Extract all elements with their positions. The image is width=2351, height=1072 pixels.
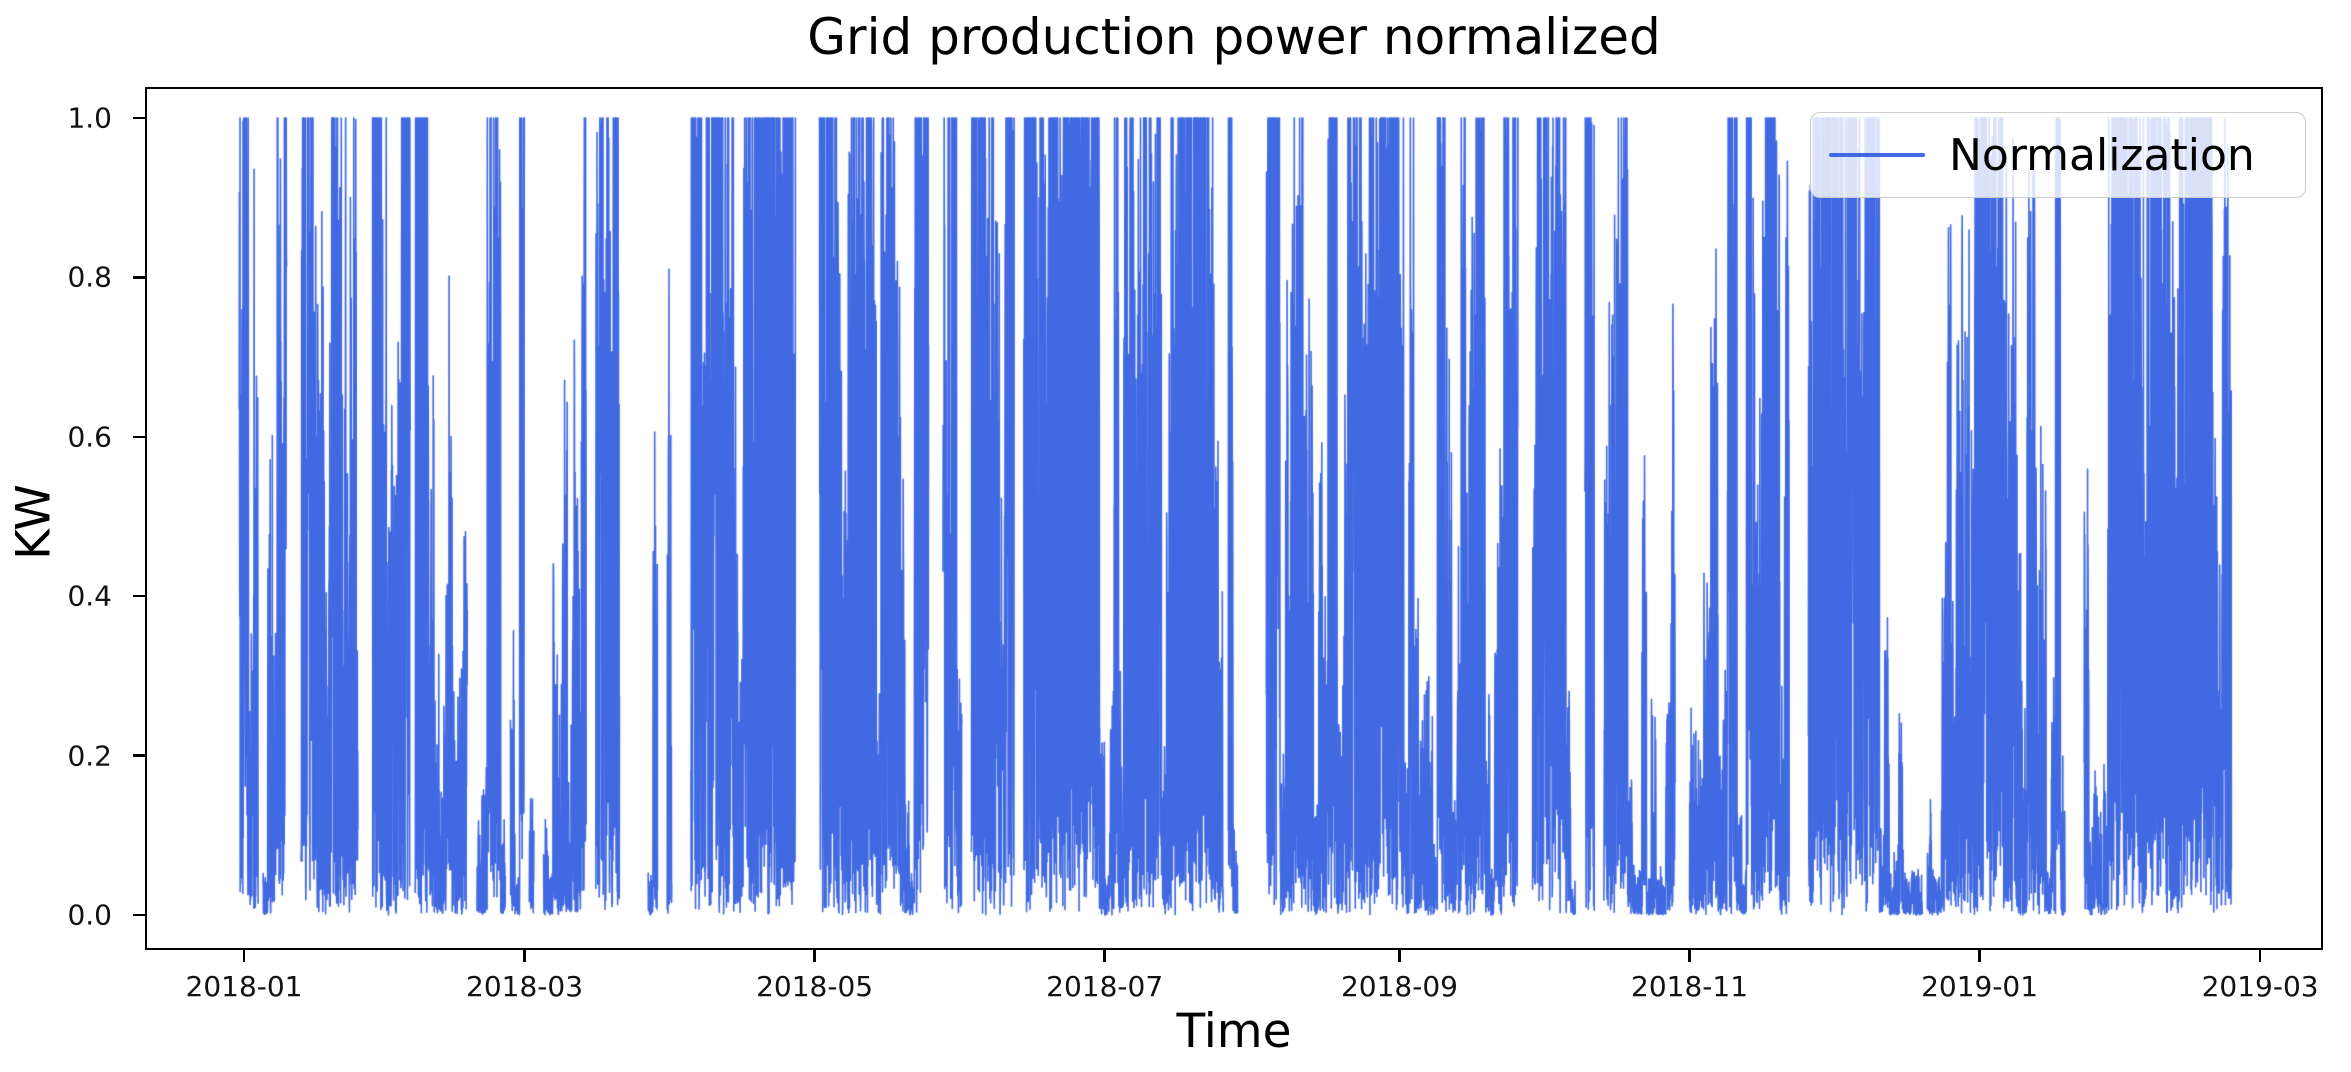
x-tick-label: 2018-03 (466, 970, 584, 1003)
y-tick-label: 0.8 (67, 260, 112, 294)
x-tick-mark (1103, 950, 1106, 962)
x-tick-label: 2019-01 (1921, 970, 2039, 1003)
x-tick-label: 2019-03 (2201, 970, 2319, 1003)
y-tick-label: 0.4 (67, 579, 112, 613)
x-tick-label: 2018-07 (1046, 970, 1164, 1003)
x-tick-mark (1688, 950, 1691, 962)
x-tick-mark (1398, 950, 1401, 962)
y-tick-label: 0.2 (67, 739, 112, 773)
y-tick-mark (133, 595, 145, 598)
y-axis-label: KW (6, 484, 62, 560)
legend-line-sample (1829, 152, 1925, 158)
y-tick-mark (133, 116, 145, 120)
y-tick-label: 0.6 (67, 420, 112, 454)
y-tick-label: 0.0 (67, 898, 112, 932)
x-tick-mark (2258, 950, 2262, 962)
y-tick-mark (133, 276, 145, 279)
y-tick-mark (133, 754, 145, 757)
y-tick-mark (133, 913, 145, 917)
chart-title: Grid production power normalized (807, 8, 1661, 66)
x-tick-label: 2018-09 (1340, 970, 1458, 1003)
x-axis-label: Time (1176, 1004, 1292, 1059)
y-tick-label: 1.0 (67, 101, 112, 135)
x-tick-mark (242, 950, 246, 962)
x-tick-label: 2018-11 (1631, 970, 1749, 1003)
plot-canvas (145, 87, 2323, 950)
x-tick-label: 2018-05 (756, 970, 874, 1003)
x-tick-mark (813, 950, 816, 962)
y-tick-mark (133, 435, 145, 438)
legend-label: Normalization (1949, 129, 2255, 181)
x-tick-mark (1978, 950, 1981, 962)
x-tick-mark (523, 950, 526, 962)
legend: Normalization (1810, 112, 2306, 198)
x-tick-label: 2018-01 (185, 970, 303, 1003)
